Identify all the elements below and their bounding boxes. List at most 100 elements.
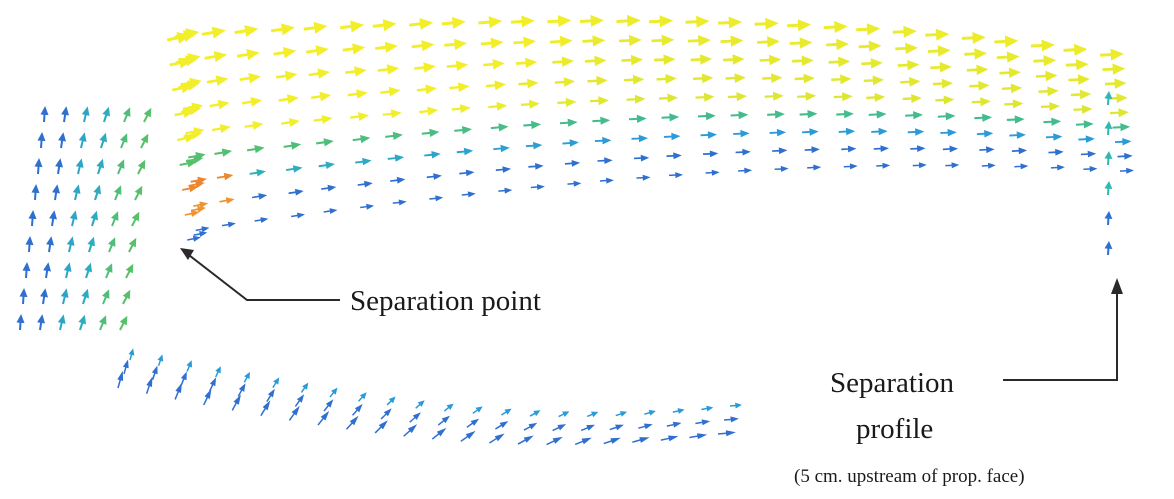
velocity-vector <box>981 162 996 169</box>
velocity-vector <box>237 383 246 397</box>
velocity-vector <box>631 134 648 143</box>
velocity-vector <box>31 184 40 201</box>
velocity-vector <box>318 161 335 169</box>
velocity-vector <box>1043 117 1062 126</box>
velocity-vector <box>1011 147 1028 155</box>
velocity-vector <box>193 231 208 237</box>
velocity-vector <box>352 404 363 416</box>
velocity-vector <box>876 162 891 169</box>
velocity-vector <box>239 73 261 84</box>
velocity-vector <box>22 262 31 279</box>
velocity-vector <box>352 135 371 144</box>
velocity-vector <box>137 159 146 175</box>
velocity-vector <box>414 62 436 73</box>
velocity-vector <box>345 66 367 77</box>
velocity-vector <box>252 193 268 200</box>
velocity-vector <box>552 424 567 432</box>
velocity-vector <box>34 158 43 175</box>
velocity-vector <box>498 187 513 194</box>
velocity-vector <box>415 400 425 409</box>
velocity-vector <box>723 54 745 65</box>
velocity-vector <box>145 376 153 394</box>
velocity-vector <box>615 411 628 417</box>
velocity-vector <box>87 236 95 253</box>
velocity-vector <box>549 35 573 47</box>
velocity-vector <box>910 145 926 152</box>
velocity-vector <box>454 126 472 135</box>
velocity-vector <box>690 54 712 65</box>
separation-point-leader-line <box>184 251 340 301</box>
velocity-vector <box>201 26 226 39</box>
velocity-vector <box>186 360 192 372</box>
velocity-vector <box>128 348 135 361</box>
velocity-vector <box>597 157 613 164</box>
velocity-vector <box>231 394 241 411</box>
velocity-vector <box>559 118 578 127</box>
velocity-vector <box>1006 115 1025 124</box>
velocity-vector <box>375 41 398 53</box>
velocity-vector <box>661 113 680 122</box>
velocity-vector <box>117 370 124 389</box>
velocity-vector <box>609 424 624 431</box>
velocity-vector <box>461 191 476 198</box>
velocity-vector <box>157 354 164 366</box>
velocity-vector <box>183 102 204 113</box>
velocity-vector <box>1102 63 1126 75</box>
velocity-vector <box>580 424 595 432</box>
velocity-vector <box>340 20 364 33</box>
velocity-vector <box>584 55 607 67</box>
velocity-vector <box>974 113 993 122</box>
velocity-vector <box>374 420 388 434</box>
separation-profile-label-line2: profile <box>856 413 933 445</box>
velocity-vector <box>419 106 439 116</box>
velocity-vector <box>693 73 714 84</box>
velocity-vector <box>122 359 129 375</box>
velocity-vector <box>272 377 280 388</box>
velocity-vector <box>313 115 333 124</box>
velocity-vector <box>16 314 25 331</box>
separation-profile-note: (5 cm. upstream of prop. face) <box>794 466 1025 487</box>
velocity-vector <box>1120 167 1134 174</box>
velocity-vector <box>616 14 641 27</box>
velocity-vector <box>831 74 852 85</box>
separation-profile-label-line1: Separation <box>830 367 955 399</box>
velocity-vector <box>409 18 434 30</box>
velocity-vector <box>495 166 511 173</box>
velocity-vector <box>355 157 372 166</box>
velocity-vector <box>599 177 614 184</box>
velocity-vector <box>644 409 656 416</box>
velocity-vector <box>510 15 535 28</box>
velocity-vector <box>1099 48 1124 61</box>
velocity-vector <box>416 84 437 95</box>
velocity-vector <box>372 19 397 32</box>
velocity-vector <box>456 147 474 156</box>
velocity-vector <box>246 145 265 154</box>
velocity-vector <box>659 93 678 103</box>
velocity-vector <box>480 37 504 49</box>
velocity-vector <box>725 73 746 83</box>
velocity-vector <box>446 60 469 71</box>
velocity-vector <box>868 110 887 119</box>
velocity-vector <box>175 28 200 41</box>
velocity-vector <box>1030 39 1055 52</box>
velocity-vector <box>236 49 260 61</box>
velocity-vector <box>119 315 128 331</box>
velocity-vector <box>1104 181 1113 196</box>
velocity-vector <box>1104 151 1113 166</box>
velocity-vector <box>283 141 302 150</box>
velocity-vector <box>638 423 653 430</box>
velocity-vector <box>63 262 72 279</box>
velocity-vector <box>403 424 418 437</box>
velocity-vector <box>669 172 683 179</box>
velocity-vector <box>789 37 813 49</box>
velocity-vector <box>78 132 87 149</box>
velocity-vector <box>794 73 815 84</box>
velocity-vector <box>999 67 1021 78</box>
velocity-vector <box>718 16 743 29</box>
velocity-vector <box>925 28 950 41</box>
velocity-vector <box>451 104 471 114</box>
velocity-vector <box>826 38 849 51</box>
velocity-vector <box>243 371 250 383</box>
velocity-vector <box>557 97 577 107</box>
